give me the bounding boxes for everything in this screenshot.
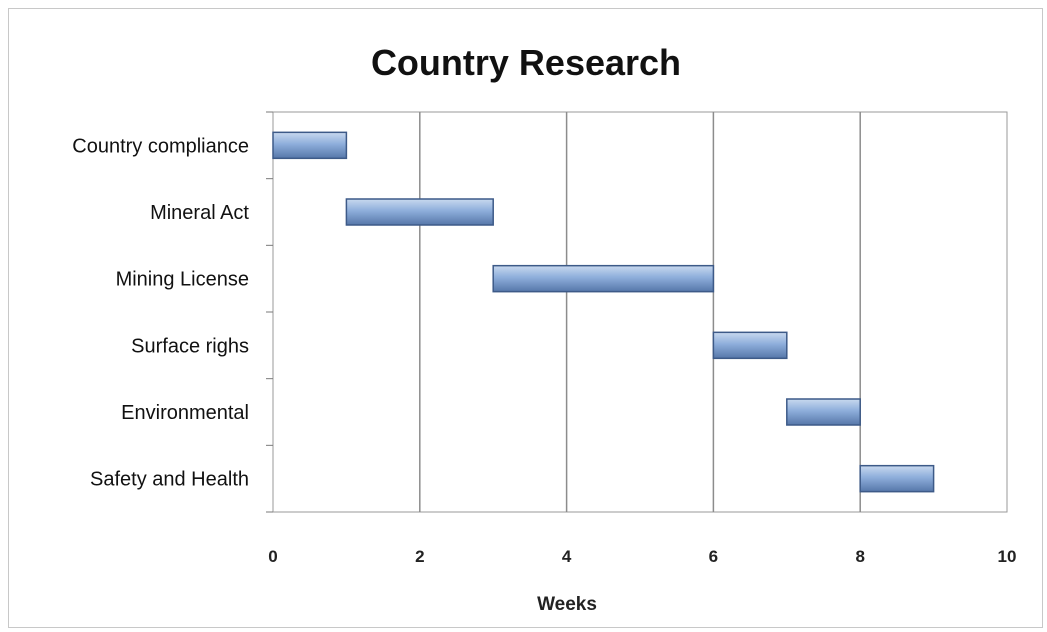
plot-area bbox=[272, 111, 1008, 513]
task-bar bbox=[859, 464, 935, 493]
x-tick-label: 0 bbox=[268, 547, 277, 566]
x-tick-label: 10 bbox=[998, 547, 1017, 566]
category-label: Country compliance bbox=[72, 135, 249, 157]
task-bar bbox=[712, 331, 788, 360]
category-label: Mining License bbox=[116, 269, 249, 291]
x-tick-label: 2 bbox=[415, 547, 424, 566]
task-bar bbox=[492, 264, 715, 293]
category-label: Surface righs bbox=[131, 335, 249, 357]
chart-title: Country Research bbox=[371, 42, 681, 83]
category-label: Environmental bbox=[121, 402, 249, 424]
task-bar bbox=[786, 398, 861, 426]
x-axis-label: Weeks bbox=[537, 594, 597, 615]
x-tick-label: 8 bbox=[855, 547, 864, 566]
category-label: Safety and Health bbox=[90, 469, 249, 491]
x-tick-label: 6 bbox=[709, 547, 718, 566]
task-bar bbox=[272, 131, 348, 160]
category-label: Mineral Act bbox=[150, 202, 249, 224]
x-tick-label: 4 bbox=[562, 547, 572, 566]
task-bar bbox=[345, 198, 494, 226]
